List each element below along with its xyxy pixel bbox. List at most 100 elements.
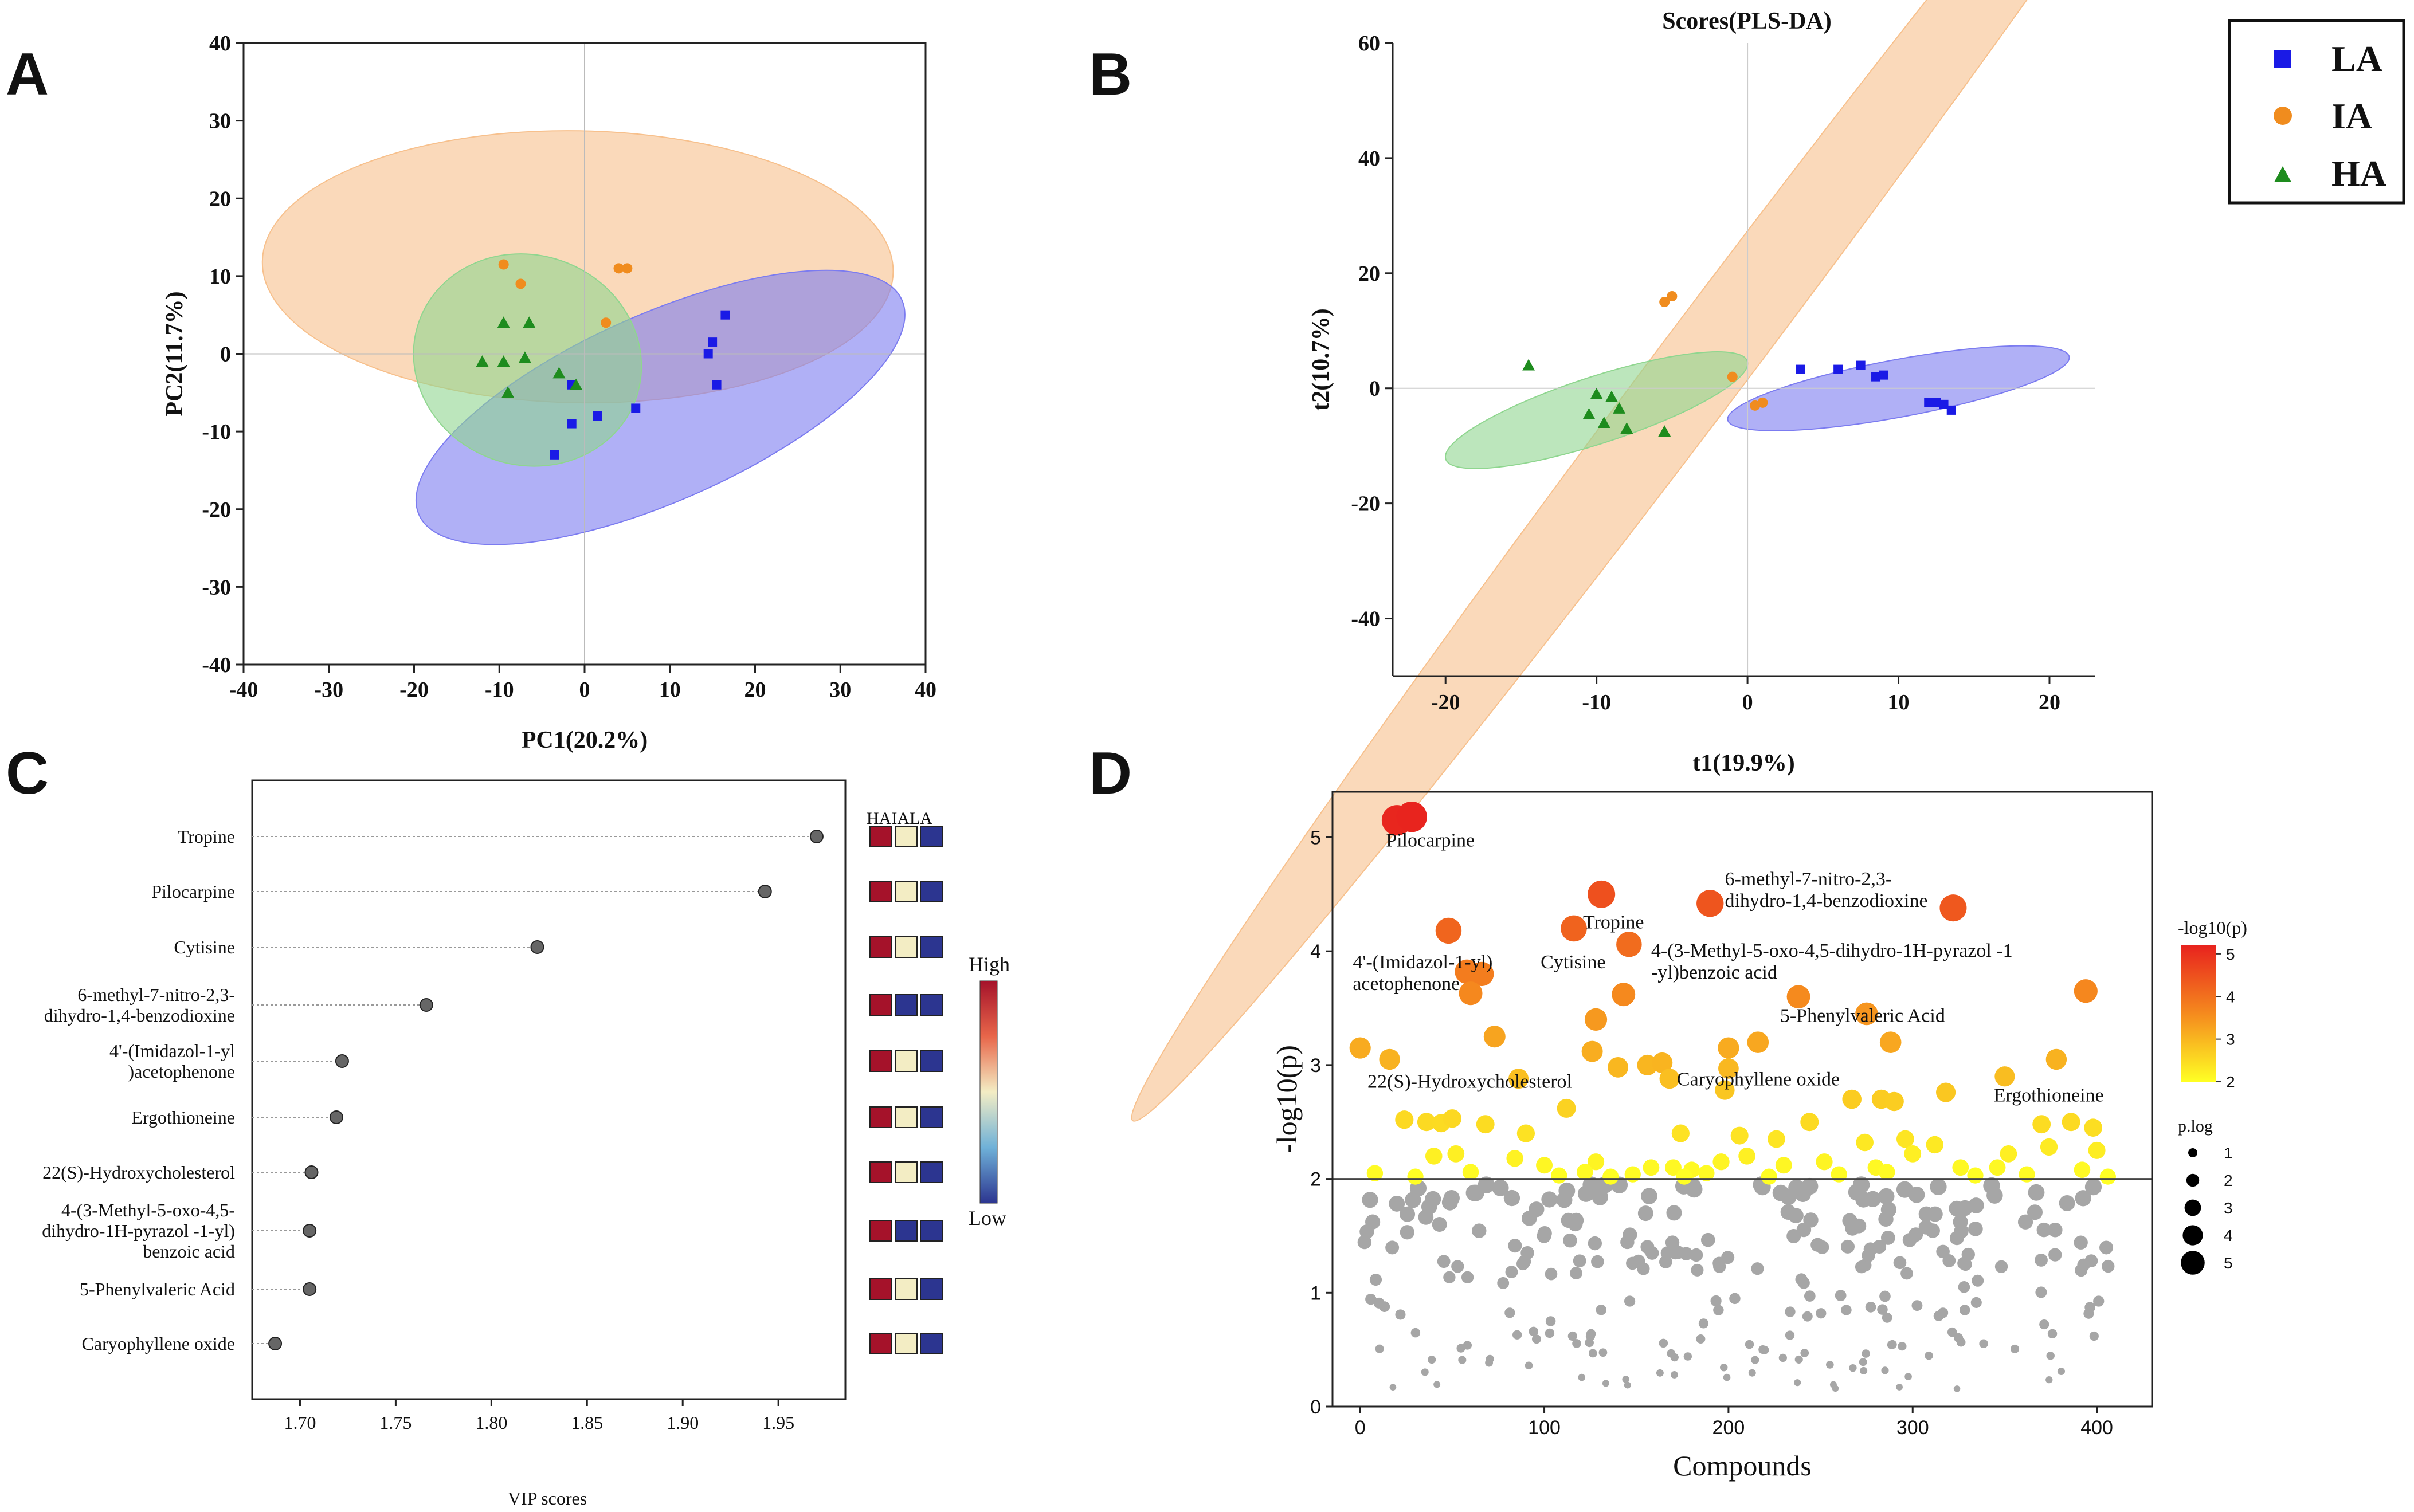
panel-b-x-axis-title: t1(19.9%) (1692, 750, 1794, 776)
panel-d-point-nonsignificant (1713, 1305, 1724, 1315)
panel-d-point-nonsignificant (1529, 1201, 1545, 1218)
panel-d-annotation-label: Ergothioneine (1994, 1085, 2104, 1106)
panel-d-point-nonsignificant (2084, 1302, 2096, 1313)
panel-b: B Scores(PLS-DA) -20 -10 0 10 20 -40 -20 0 20 40 6… (1089, 0, 2298, 1122)
panel-d-point-nonsignificant (1659, 1338, 1668, 1348)
panel-c-heatmap-cell (869, 1333, 892, 1354)
panel-d-point-nonsignificant (1602, 1380, 1609, 1387)
panel-d-point-nonsignificant (1670, 1353, 1679, 1362)
legend-ia-label: IA (2331, 96, 2372, 136)
panel-d-point-significant (1786, 985, 1810, 1009)
panel-d-point-significant (1659, 1069, 1680, 1089)
panel-d-point-nonsignificant (1504, 1307, 1515, 1318)
panel-d-point-nonsignificant (1451, 1260, 1464, 1273)
panel-d-point-significant (1775, 1157, 1792, 1174)
panel-d-point-nonsignificant (2035, 1253, 2048, 1267)
panel-d-point-significant (1581, 1040, 1603, 1062)
panel-d-point-nonsignificant (1437, 1255, 1451, 1268)
panel-d-point-nonsignificant (1882, 1312, 1892, 1323)
panel-d-point-significant (2088, 1141, 2106, 1159)
panel-d-point-nonsignificant (1485, 1358, 1494, 1367)
panel-d-point-nonsignificant (1780, 1204, 1796, 1220)
panel-d-point-nonsignificant (1623, 1227, 1637, 1242)
panel-d-point-nonsignificant (1505, 1266, 1518, 1278)
panel-d-point-nonsignificant (2011, 1344, 2020, 1353)
panel-a-y-tick-label: 20 (209, 187, 231, 211)
panel-d-point-significant (1506, 1150, 1523, 1167)
panel-c-heatmap-cell (920, 1220, 943, 1242)
panel-c-vip-dot (809, 830, 824, 843)
panel-d-point-nonsignificant (1949, 1231, 1964, 1246)
panel-d-point-significant (1366, 1165, 1384, 1181)
panel-d-point-nonsignificant (1959, 1258, 1972, 1271)
panel-d-size-legend-label: 4 (2224, 1227, 2233, 1244)
panel-d-point-nonsignificant (1729, 1293, 1741, 1305)
panel-d-point-significant (1395, 1110, 1414, 1129)
panel-c-heatmap-cell (920, 994, 943, 1016)
panel-d-point-nonsignificant (1802, 1311, 1813, 1322)
panel-d-point-nonsignificant (1720, 1363, 1728, 1372)
panel-d-point-significant (2099, 1168, 2116, 1185)
panel-d-point-nonsignificant (1463, 1341, 1472, 1350)
panel-d-point-significant (1608, 1057, 1629, 1078)
panel-d-point-nonsignificant (1745, 1340, 1754, 1349)
panel-d-colorbar-tick-label: 5 (2226, 945, 2235, 963)
panel-d-point-significant (1551, 1167, 1567, 1184)
panel-d-point-significant (1516, 1124, 1535, 1142)
panel-d-point-significant (1508, 1069, 1529, 1089)
panel-d-size-legend-label: 5 (2224, 1254, 2233, 1272)
panel-d-point-nonsignificant (1585, 1332, 1596, 1341)
panel-a-crosshair (244, 43, 926, 665)
panel-d-point-nonsignificant (1689, 1248, 1703, 1262)
panel-b-crosshair (1393, 43, 2095, 676)
panel-d-colorbar-title: -log10(p) (2178, 917, 2247, 938)
panel-a-x-tick-label: -30 (314, 678, 343, 702)
panel-d-x-tick-label: 0 (1355, 1417, 1366, 1439)
panel-d-point-significant (1616, 932, 1642, 957)
panel-b-y-axis-title: t2(10.7%) (1308, 308, 1334, 410)
panel-d-point-nonsignificant (1624, 1295, 1636, 1307)
panel-d-point-nonsignificant (1516, 1257, 1530, 1271)
panel-a-point-ia (498, 259, 509, 270)
panel-c-category-label: 6-methyl-7-nitro-2,3-dihydro-1,4-benzodi… (44, 984, 235, 1026)
panel-d-point-nonsignificant (2084, 1178, 2102, 1196)
panel-d-point-significant (1379, 1048, 1400, 1070)
panel-d-point-significant (1816, 1153, 1833, 1171)
panel-d-size-legend-dot (2186, 1173, 2200, 1187)
panel-d-point-nonsignificant (2093, 1295, 2105, 1307)
panel-c-vip-dot (758, 885, 772, 898)
panel-d-point-nonsignificant (1835, 1290, 1847, 1301)
panel-d-point-significant (1588, 880, 1616, 908)
panel-d-x-tick-label: 100 (1528, 1417, 1561, 1439)
panel-d-point-nonsignificant (1840, 1239, 1855, 1254)
panel-d-size-legend-dot (2188, 1148, 2197, 1157)
panel-d-point-significant (1715, 1080, 1735, 1100)
panel-d-point-nonsignificant (1645, 1246, 1659, 1260)
panel-c-category-label: Cytisine (174, 937, 235, 957)
panel-d-point-significant (1800, 1113, 1819, 1132)
panel-d-point-nonsignificant (1421, 1368, 1429, 1376)
panel-d-point-nonsignificant (1529, 1326, 1539, 1337)
panel-d-point-significant (1738, 1148, 1755, 1165)
panel-d-point-nonsignificant (2047, 1329, 2058, 1338)
panel-d-point-nonsignificant (2045, 1376, 2053, 1384)
panel-d-point-nonsignificant (1785, 1306, 1796, 1317)
panel-d-point-nonsignificant (1959, 1305, 1970, 1315)
panel-d-point-nonsignificant (1893, 1256, 1907, 1270)
panel-c-plot-frame (251, 779, 847, 1400)
panel-d-point-nonsignificant (1637, 1205, 1653, 1222)
panel-d-point-significant (2000, 1145, 2017, 1163)
panel-d-point-significant (1483, 1026, 1506, 1048)
panel-d-y-tick-label: 0 (1310, 1396, 1321, 1418)
panel-d-point-nonsignificant (1671, 1371, 1678, 1379)
panel-d-point-nonsignificant (1983, 1177, 2000, 1195)
panel-b-y-tick-label: 40 (1358, 147, 1380, 171)
panel-d-point-nonsignificant (1925, 1223, 1940, 1238)
panel-d-label: D (1089, 740, 1132, 807)
panel-d-x-tick-label: 400 (2080, 1417, 2113, 1439)
panel-b-x-tick-label: 10 (1888, 690, 1910, 714)
panel-d-point-significant (1536, 1157, 1553, 1174)
legend-ha-label: HA (2331, 153, 2386, 194)
panel-d-point-significant (1718, 1058, 1739, 1079)
panel-d-point-nonsignificant (1801, 1177, 1819, 1195)
